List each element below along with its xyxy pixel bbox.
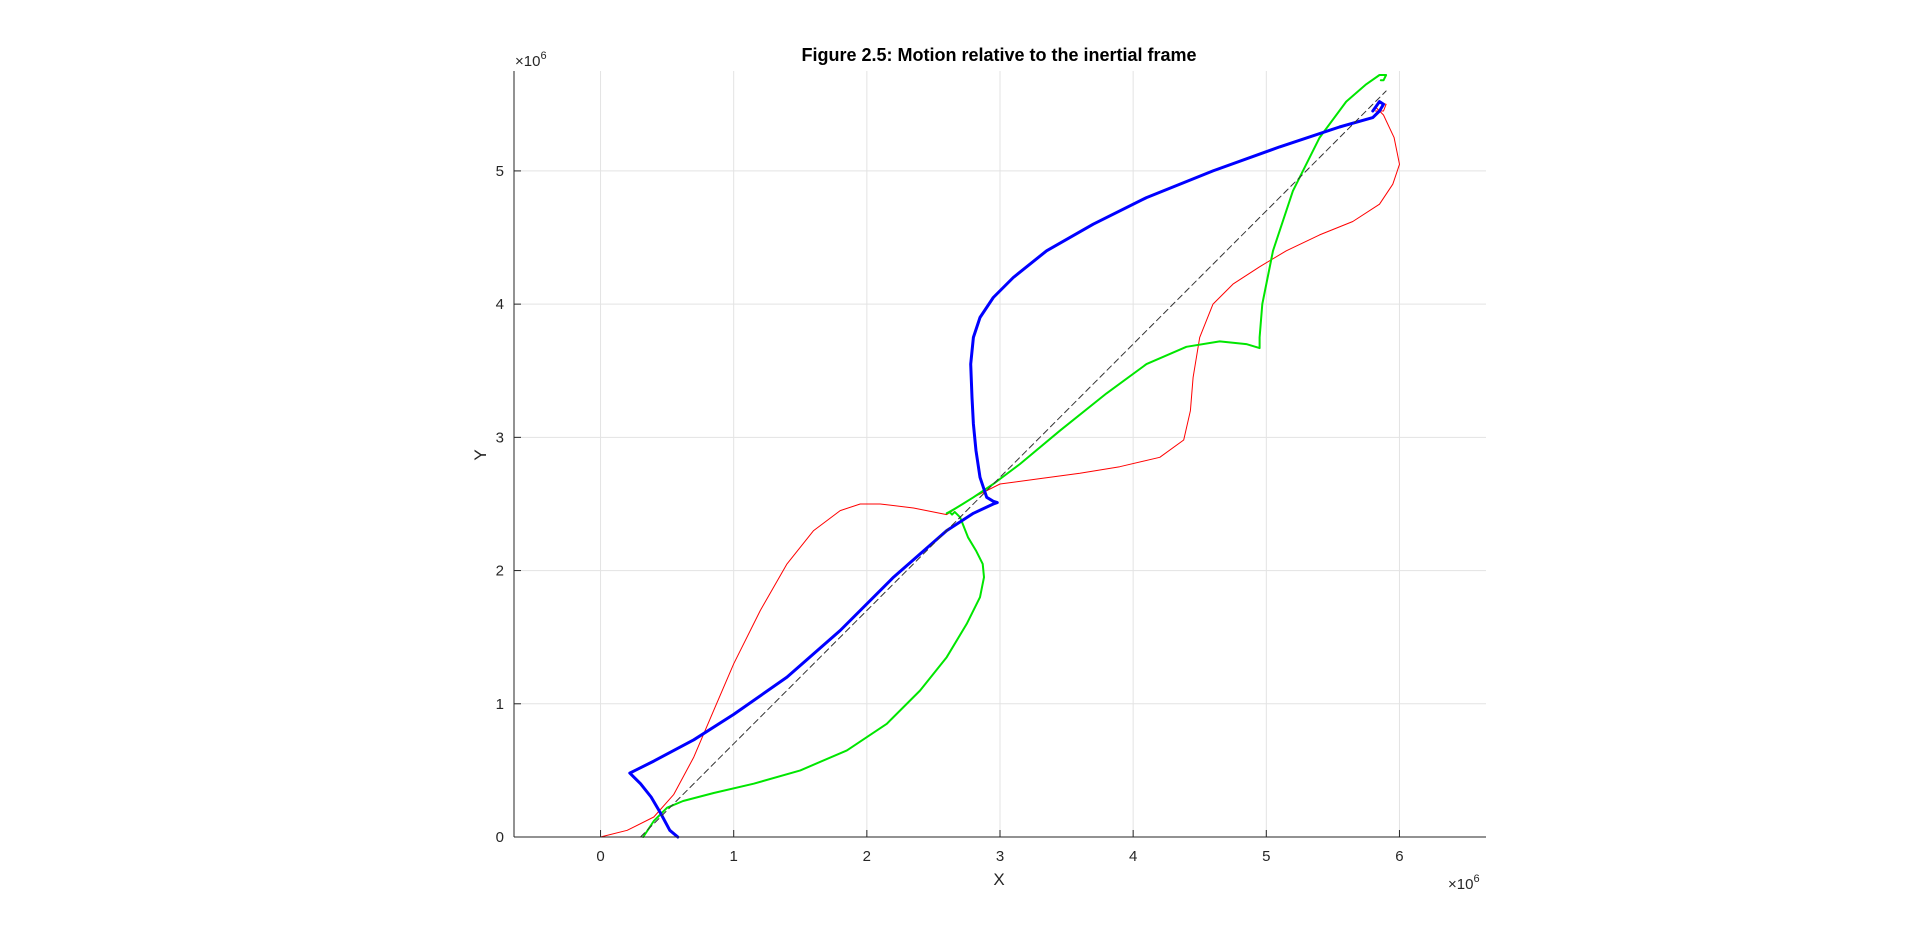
x-tick-label: 5 (1262, 848, 1270, 865)
y-tick-label: 4 (496, 296, 504, 313)
plot-series (600, 74, 1400, 839)
y-tick-label: 0 (496, 829, 504, 846)
x-tick-label: 6 (1395, 848, 1403, 865)
x-axis-label: X (993, 870, 1004, 889)
axes: 0 1 2 3 4 5 6 0 1 2 3 4 5 (496, 71, 1486, 865)
series-line-3 (628, 100, 1385, 839)
y-tick-label: 3 (496, 429, 504, 446)
chart-title: Figure 2.5: Motion relative to the inert… (801, 45, 1196, 65)
y-axis-multiplier: ×106 (515, 50, 547, 70)
y-axis-label: Y (471, 449, 490, 460)
y-multiplier-exponent: 6 (540, 50, 546, 62)
x-multiplier-exponent: 6 (1473, 873, 1479, 885)
x-multiplier-base: ×10 (1448, 876, 1473, 893)
x-tick-label: 2 (863, 848, 871, 865)
x-tick-label: 3 (996, 848, 1004, 865)
x-axis-multiplier: ×106 (1448, 873, 1480, 893)
series-line-1 (600, 101, 1400, 838)
y-tick-label: 1 (496, 696, 504, 713)
grid (514, 71, 1486, 838)
x-tick-label: 4 (1129, 848, 1137, 865)
x-tick-label: 1 (730, 848, 738, 865)
x-tick-label: 0 (596, 848, 604, 865)
series-line-4 (640, 90, 1387, 838)
series-line-2 (642, 74, 1388, 838)
y-tick-label: 2 (496, 563, 504, 580)
y-tick-label: 5 (496, 163, 504, 180)
y-multiplier-base: ×10 (515, 53, 540, 70)
